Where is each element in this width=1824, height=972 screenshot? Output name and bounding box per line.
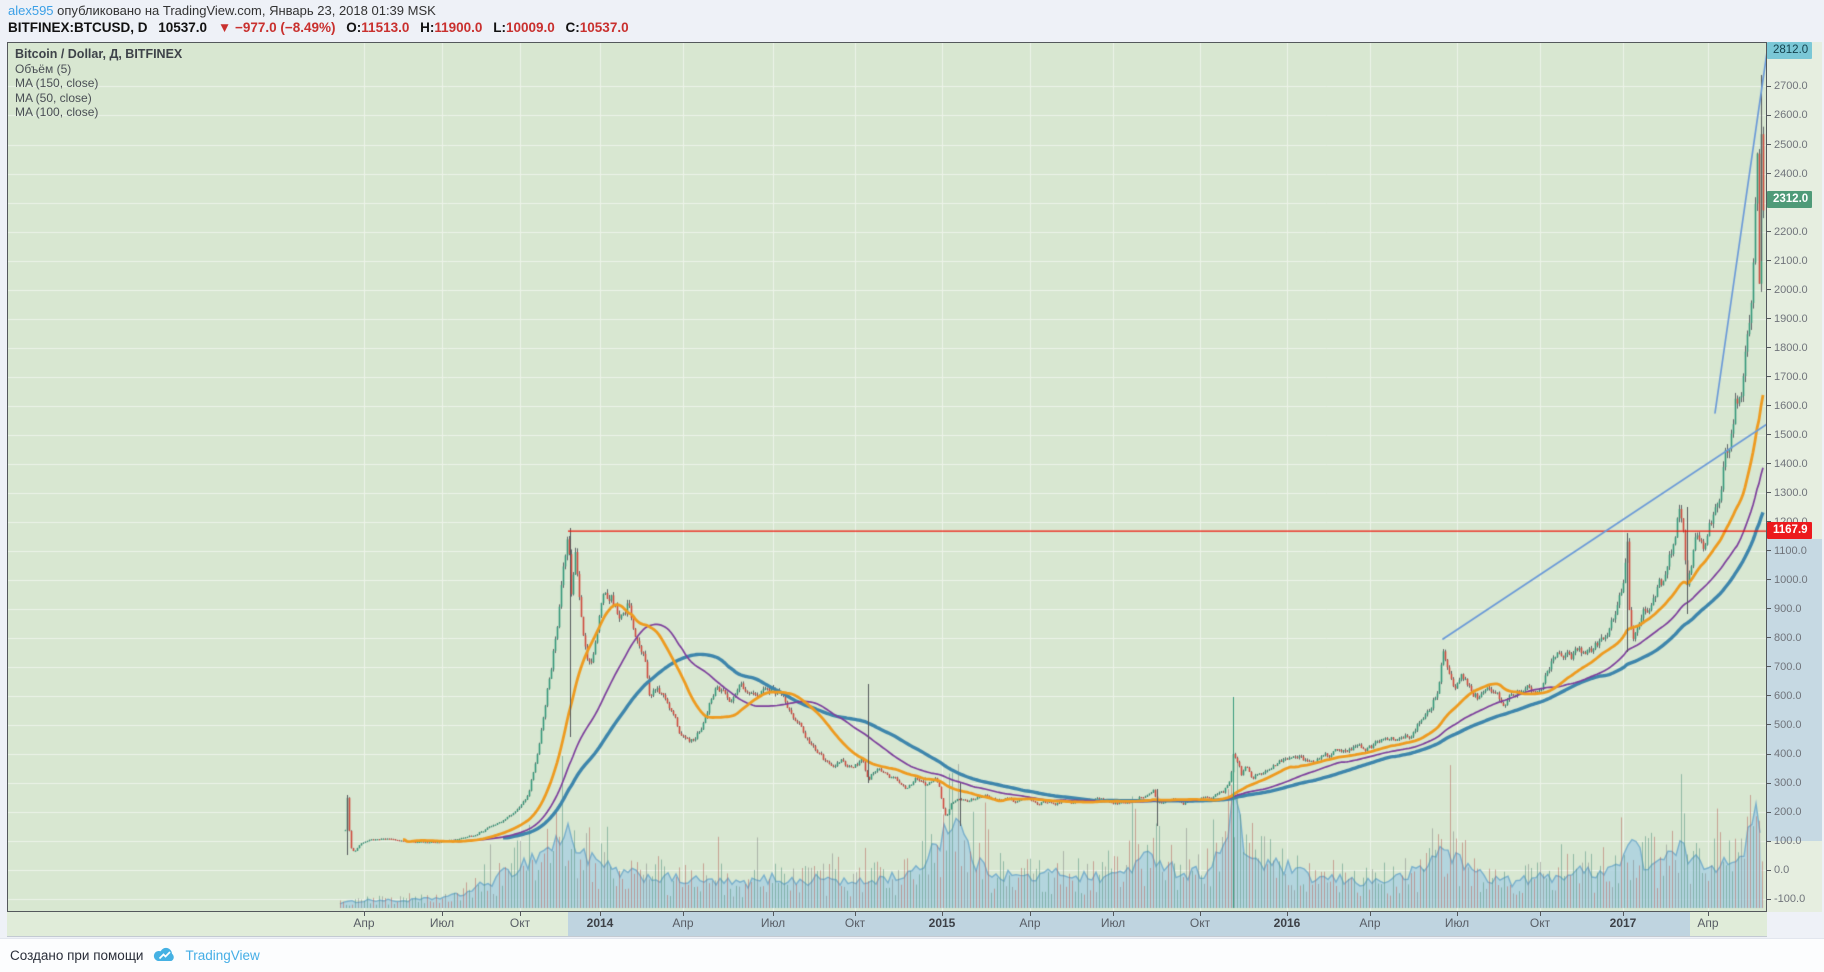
price-tick: 600.0: [1767, 690, 1802, 702]
high-label: H:: [420, 20, 435, 35]
time-tick: Апр: [1019, 916, 1041, 930]
time-tick-mark: [1030, 912, 1031, 916]
price-tick: 2000.0: [1767, 284, 1808, 296]
price-tick: 2500.0: [1767, 139, 1808, 151]
publish-info: опубликовано на TradingView.com, Январь …: [53, 3, 436, 18]
time-tick-mark: [855, 912, 856, 916]
price-label-2812.0: 2812.0: [1767, 41, 1813, 59]
high-value: 11900.0: [434, 20, 483, 35]
time-tick: Окт: [1529, 916, 1551, 930]
chart-canvas[interactable]: [8, 43, 1766, 911]
last-price: 10537.0: [158, 20, 208, 35]
price-tick: 2700.0: [1767, 80, 1808, 92]
time-tick: Апр: [672, 916, 694, 930]
price-tick: 1300.0: [1767, 487, 1808, 499]
time-tick: Окт: [509, 916, 531, 930]
time-tick-mark: [773, 912, 774, 916]
time-tick: Июл: [429, 916, 455, 930]
time-tick-mark: [1708, 912, 1709, 916]
time-tick-mark: [1287, 912, 1288, 916]
time-tick: 2017: [1609, 916, 1637, 930]
price-tick: 1900.0: [1767, 313, 1808, 325]
price-tick: 0.0: [1767, 864, 1789, 876]
time-tick-mark: [1457, 912, 1458, 916]
time-axis-highlight-band: [568, 912, 1690, 936]
legend-ma50[interactable]: MA (50, close): [15, 90, 92, 105]
header: alex595 опубликовано на TradingView.com,…: [8, 0, 1808, 35]
price-tick: 1100.0: [1767, 545, 1807, 557]
tradingview-link[interactable]: TradingView: [185, 948, 260, 963]
price-label-2312.0: 2312.0: [1767, 190, 1813, 208]
legend-volume[interactable]: Объём (5): [15, 61, 72, 76]
price-tick: 2600.0: [1767, 109, 1808, 121]
time-tick-mark: [520, 912, 521, 916]
time-tick: 2014: [586, 916, 614, 930]
close-label: C:: [565, 20, 580, 35]
chart-plot-area[interactable]: Bitcoin / Dollar, Д, BITFINEX Объём (5) …: [7, 42, 1767, 912]
time-tick: Июл: [1100, 916, 1126, 930]
price-tick: 400.0: [1767, 748, 1802, 760]
username-link[interactable]: alex595: [8, 3, 54, 18]
time-tick: Апр: [353, 916, 375, 930]
price-tick: 300.0: [1767, 777, 1802, 789]
open-label: O:: [346, 20, 362, 35]
time-axis[interactable]: Апр Июл Окт 2014 Апр Июл Окт 2015 Апр Июл Окт 2016 А…: [7, 912, 1767, 937]
time-tick-mark: [1200, 912, 1201, 916]
legend-ma150[interactable]: MA (150, close): [15, 76, 99, 91]
price-tick: 200.0: [1767, 806, 1802, 818]
low-value: 10009.0: [505, 20, 555, 35]
footer: Создано при помощи TradingView: [0, 938, 1824, 972]
price-tick: 1000.0: [1767, 574, 1808, 586]
price-tick: 100.0: [1767, 835, 1802, 847]
time-tick: Июл: [1444, 916, 1470, 930]
time-tick: Апр: [1359, 916, 1381, 930]
price-tick: 700.0: [1767, 661, 1802, 673]
price-tick: 1400.0: [1767, 458, 1808, 470]
price-axis-highlight-band: [1767, 539, 1822, 841]
symbol-label: BITFINEX:BTCUSD, D: [8, 20, 148, 35]
tradingview-logo-icon: [154, 947, 175, 962]
price-tick: 1800.0: [1767, 342, 1808, 354]
chart-legend: Bitcoin / Dollar, Д, BITFINEX Объём (5) …: [15, 47, 182, 120]
time-tick: 2016: [1273, 916, 1301, 930]
low-label: L:: [493, 20, 506, 35]
legend-ma100[interactable]: MA (100, close): [15, 105, 99, 120]
time-tick-mark: [600, 912, 601, 916]
publish-line: alex595 опубликовано на TradingView.com,…: [8, 0, 1808, 18]
close-value: 10537.0: [579, 20, 629, 35]
price-tick: 1600.0: [1767, 400, 1808, 412]
price-tick: 1500.0: [1767, 429, 1808, 441]
footer-text: Создано при помощи: [10, 948, 144, 963]
time-tick: Апр: [1697, 916, 1719, 930]
time-tick-mark: [1113, 912, 1114, 916]
time-tick-mark: [364, 912, 365, 916]
time-tick: Июл: [760, 916, 786, 930]
symbol-ohlc-line: BITFINEX:BTCUSD, D 10537.0 ▼ −977.0 (−8.…: [8, 20, 1808, 35]
time-tick-mark: [1540, 912, 1541, 916]
time-tick-mark: [1623, 912, 1624, 916]
time-tick: 2015: [928, 916, 956, 930]
open-value: 11513.0: [361, 20, 410, 35]
price-tick: 500.0: [1767, 719, 1802, 731]
price-tick: 2100.0: [1767, 255, 1808, 267]
price-label-1167.9: 1167.9: [1767, 521, 1812, 539]
time-tick-mark: [942, 912, 943, 916]
price-axis[interactable]: -100.0 0.0 100.0 200.0 300.0 400.0 500.0 600.0 7…: [1767, 41, 1822, 912]
price-tick: 2200.0: [1767, 226, 1808, 238]
time-tick-mark: [683, 912, 684, 916]
price-tick: 2400.0: [1767, 168, 1808, 180]
price-tick: 800.0: [1767, 632, 1802, 644]
change-value: ▼ −977.0 (−8.49%): [217, 20, 336, 35]
time-tick: Окт: [844, 916, 866, 930]
time-tick: Окт: [1189, 916, 1211, 930]
legend-title[interactable]: Bitcoin / Dollar, Д, BITFINEX: [15, 47, 183, 61]
price-tick: 900.0: [1767, 603, 1802, 615]
time-tick-mark: [1370, 912, 1371, 916]
price-tick: 1700.0: [1767, 371, 1808, 383]
time-tick-mark: [442, 912, 443, 916]
price-tick: -100.0: [1767, 893, 1805, 905]
